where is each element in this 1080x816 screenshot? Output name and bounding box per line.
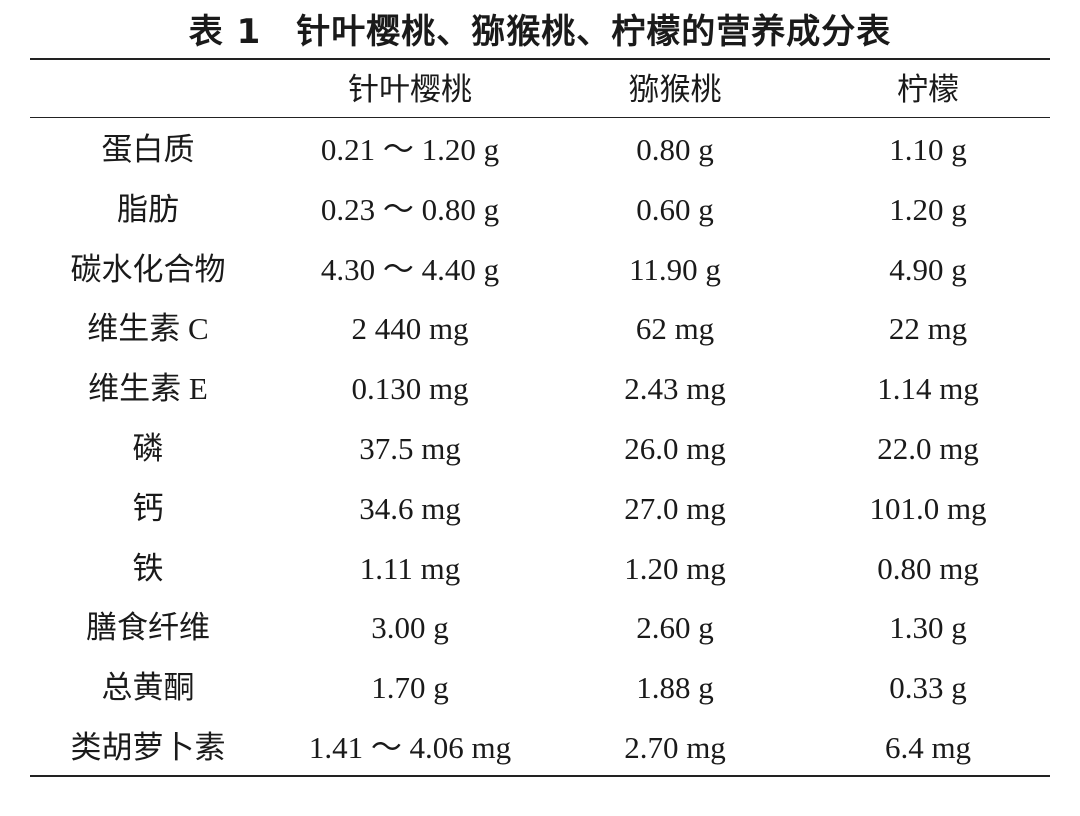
bottom-rule	[30, 775, 1050, 777]
table-cell: 101.0 mg	[869, 490, 987, 526]
table-cell: 22.0 mg	[877, 431, 979, 466]
table-cell: 4.30 ～ 4.40 g	[320, 251, 500, 287]
table-cell: 22 mg	[888, 311, 968, 347]
table-cell: 2 440 mg	[351, 311, 469, 347]
table-cell: 0.60 g	[636, 191, 714, 227]
table-cell: 0.80 mg	[877, 550, 979, 586]
table-cell: 26.0 mg	[624, 431, 726, 466]
row-label: 磷	[132, 431, 164, 466]
row-label: 总黄酮	[101, 670, 195, 706]
column-header: 猕猴桃	[628, 72, 722, 107]
header-rule	[30, 117, 1050, 118]
table-cell: 1.11 mg	[359, 550, 461, 586]
table-cell: 2.60 g	[636, 610, 714, 646]
table-cell: 1.14 mg	[877, 371, 979, 407]
top-rule	[30, 58, 1050, 60]
table-cell: 1.88 g	[636, 670, 714, 706]
table-cell: 0.80 g	[636, 132, 714, 167]
table-cell: 6.4 mg	[884, 730, 972, 765]
row-label: 蛋白质	[101, 132, 195, 167]
table-cell: 2.70 mg	[624, 730, 726, 765]
column-header: 柠檬	[897, 72, 959, 107]
row-label: 碳水化合物	[70, 251, 226, 287]
row-label: 膳食纤维	[86, 610, 210, 646]
row-label: 维生素 E	[88, 371, 208, 407]
table-cell: 62 mg	[635, 311, 715, 347]
table-cell: 1.20 mg	[624, 550, 726, 586]
table-cell: 1.41 ～ 4.06 mg	[308, 730, 512, 765]
table-cell: 0.21 ～ 1.20 g	[320, 132, 500, 167]
row-label: 维生素 C	[87, 311, 209, 347]
table-cell: 0.130 mg	[351, 371, 469, 407]
table-cell: 34.6 mg	[359, 490, 461, 526]
row-label: 脂肪	[117, 191, 179, 227]
table-cell: 1.10 g	[889, 132, 967, 167]
table-cell: 0.23 ～ 0.80 g	[320, 191, 500, 227]
row-label: 类胡萝卜素	[70, 730, 226, 765]
table-cell: 2.43 mg	[624, 371, 726, 407]
table-cell: 1.70 g	[371, 670, 449, 706]
column-header: 针叶樱桃	[348, 72, 472, 107]
table-cell: 1.20 g	[889, 191, 967, 227]
table-cell: 3.00 g	[371, 610, 449, 646]
row-label: 铁	[132, 550, 164, 586]
table-title: 表 1 针叶樱桃、猕猴桃、柠檬的营养成分表	[188, 12, 892, 52]
table-cell: 11.90 g	[629, 251, 721, 287]
table-cell: 1.30 g	[889, 610, 967, 646]
table-cell: 4.90 g	[889, 251, 967, 287]
table-cell: 0.33 g	[889, 670, 967, 706]
row-label: 钙	[132, 490, 164, 526]
table-cell: 37.5 mg	[359, 431, 461, 466]
table-cell: 27.0 mg	[624, 490, 726, 526]
